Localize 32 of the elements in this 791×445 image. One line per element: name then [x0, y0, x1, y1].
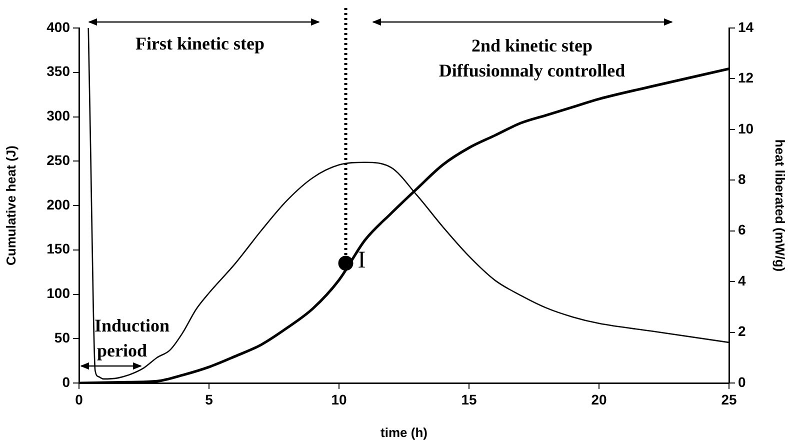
x-tick-label: 20 — [591, 391, 607, 408]
y-tick-label: 200 — [46, 196, 70, 212]
y2-tick-label: 6 — [738, 222, 746, 238]
annotation: 2nd kinetic step — [471, 36, 593, 56]
y2-tick-label: 8 — [738, 171, 746, 187]
x-tick-label: 5 — [205, 391, 214, 408]
annotation: period — [96, 340, 148, 361]
y-tick-label: 350 — [46, 63, 70, 80]
y-tick-label: 400 — [46, 18, 70, 35]
x-tick-label: 15 — [461, 391, 477, 408]
y2-tick-label: 12 — [738, 70, 754, 86]
x-tick-label: 10 — [331, 391, 347, 408]
y-tick-label: 0 — [62, 374, 70, 390]
y2-axis-title: heat liberated (mW/g) — [772, 139, 788, 272]
y-tick-label: 300 — [46, 108, 70, 124]
y2-tick-label: 14 — [738, 18, 754, 35]
y-tick-label: 250 — [46, 152, 70, 168]
x-tick-label: 25 — [721, 391, 737, 408]
annotation: Diffusionnaly controlled — [438, 60, 626, 81]
y-tick-label: 50 — [54, 329, 70, 346]
x-axis-title: time (h) — [380, 424, 428, 440]
y2-tick-label: 10 — [738, 120, 754, 136]
x-tick-label: 0 — [75, 391, 84, 408]
y2-tick-label: 4 — [738, 272, 746, 288]
annotation: I — [358, 247, 366, 274]
annotation: Induction — [94, 316, 170, 336]
y2-tick-label: 2 — [738, 323, 746, 340]
annotation: First kinetic step — [136, 34, 264, 54]
y-tick-label: 100 — [46, 285, 70, 302]
y-tick-label: 150 — [46, 240, 70, 257]
y-axis-title: Cumulative heat (J) — [3, 146, 18, 266]
y2-tick-label: 0 — [738, 374, 746, 390]
